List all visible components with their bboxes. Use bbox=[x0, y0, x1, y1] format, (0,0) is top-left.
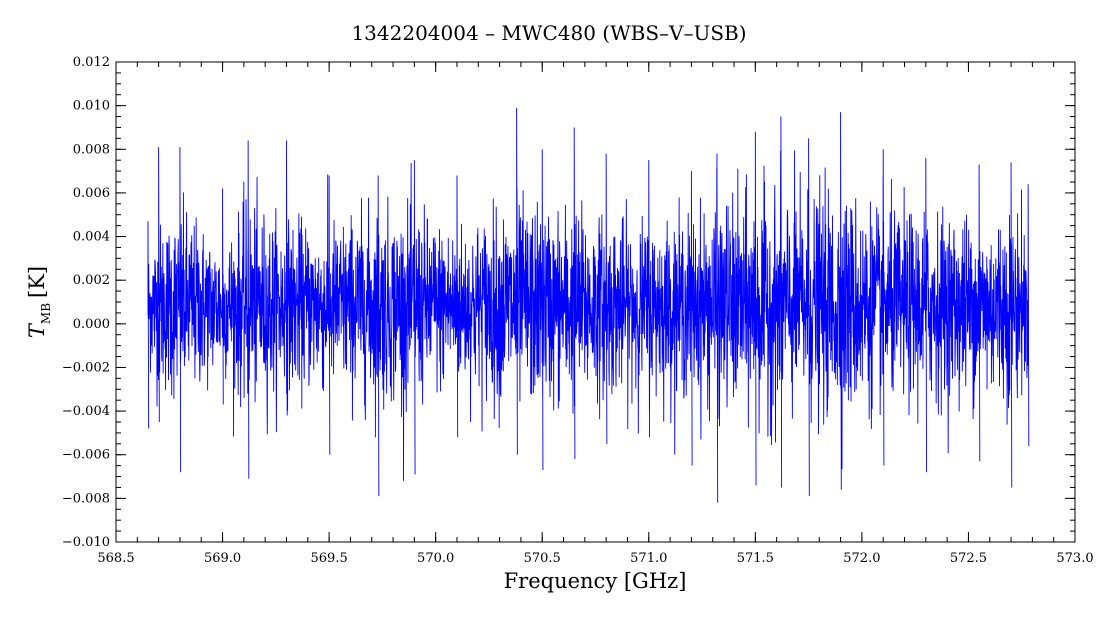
series-line bbox=[147, 107, 1030, 503]
x-tick-label: 570.0 bbox=[417, 551, 454, 566]
y-tick-label: 0.002 bbox=[73, 273, 110, 288]
x-axis-tick-labels: 568.5 569.0 569.5 570.0 570.5 571.0 571.5 572.0… bbox=[97, 551, 1093, 566]
x-tick-label: 568.5 bbox=[97, 551, 134, 566]
x-tick-label: 571.0 bbox=[630, 551, 667, 566]
y-axis-label: TMB [K] bbox=[25, 266, 53, 338]
x-tick-label: 570.5 bbox=[524, 551, 561, 566]
y-axis-label-subscript: MB bbox=[39, 303, 53, 324]
x-tick-label: 569.5 bbox=[311, 551, 348, 566]
y-axis-label-symbol: T bbox=[25, 322, 49, 338]
svg-text:TMB[K]: TMB [K] bbox=[25, 266, 53, 338]
y-tick-label: 0.010 bbox=[73, 99, 110, 114]
chart-title: 1342204004 – MWC480 (WBS–V–USB) bbox=[351, 21, 746, 45]
x-axis-ticks bbox=[115, 62, 1076, 542]
x-tick-label: 571.5 bbox=[737, 551, 774, 566]
y-tick-label: −0.010 bbox=[62, 535, 110, 550]
y-axis-label-unit: [K] bbox=[25, 266, 49, 298]
y-tick-label: 0.012 bbox=[73, 55, 110, 70]
y-tick-label: −0.008 bbox=[62, 491, 110, 506]
y-tick-label: −0.002 bbox=[62, 360, 110, 375]
y-axis-ticks bbox=[116, 61, 1075, 543]
plot-area bbox=[115, 61, 1076, 543]
x-axis-label: Frequency [GHz] bbox=[504, 569, 687, 593]
y-tick-label: 0.004 bbox=[73, 230, 110, 245]
y-tick-label: 0.000 bbox=[73, 317, 110, 332]
y-tick-label: 0.006 bbox=[73, 186, 110, 201]
x-tick-label: 572.5 bbox=[950, 551, 987, 566]
y-tick-label: −0.004 bbox=[62, 404, 110, 419]
y-tick-label: 0.008 bbox=[73, 142, 110, 157]
x-tick-label: 569.0 bbox=[204, 551, 241, 566]
y-axis-tick-labels: 0.012 0.010 0.008 0.006 0.004 0.002 0.000 −0.00… bbox=[62, 55, 110, 550]
x-tick-label: 572.0 bbox=[843, 551, 880, 566]
x-tick-label: 573.0 bbox=[1056, 551, 1093, 566]
series-layer bbox=[147, 107, 1030, 503]
y-tick-label: −0.006 bbox=[62, 448, 110, 463]
